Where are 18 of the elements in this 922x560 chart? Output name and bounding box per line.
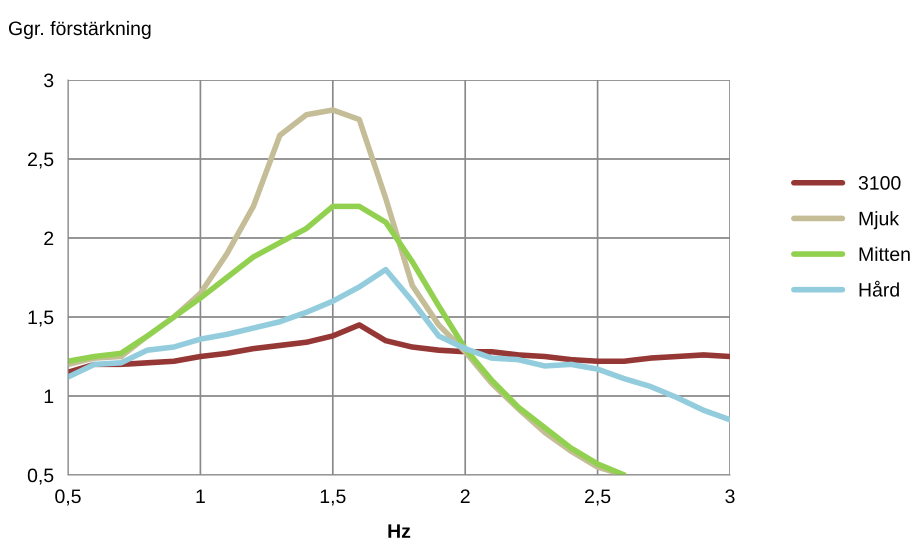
y-axis-title: Ggr. förstärkning	[8, 20, 150, 40]
legend-label: Hård	[860, 280, 899, 297]
x-tick-label: 3	[725, 489, 735, 504]
legend-label: Mitten	[860, 246, 910, 262]
y-tick-label: 1	[44, 390, 54, 404]
x-tick-label: 2	[460, 489, 470, 503]
y-tick-label: 1,5	[28, 310, 54, 327]
y-tick-label: 0,5	[28, 468, 54, 485]
x-tick-label: 0,5	[55, 489, 81, 506]
y-tick-label: 3	[44, 73, 54, 88]
y-tick-label: 2,5	[28, 152, 54, 169]
legend-label: 3100	[858, 176, 900, 190]
legend-label: Mjuk	[860, 211, 900, 230]
y-tick-label: 2	[44, 231, 54, 246]
x-axis-title: Hz	[388, 524, 410, 538]
x-tick-label: 1	[196, 490, 205, 503]
x-tick-label: 1,5	[320, 490, 346, 506]
x-tick-label: 2,5	[585, 489, 610, 506]
